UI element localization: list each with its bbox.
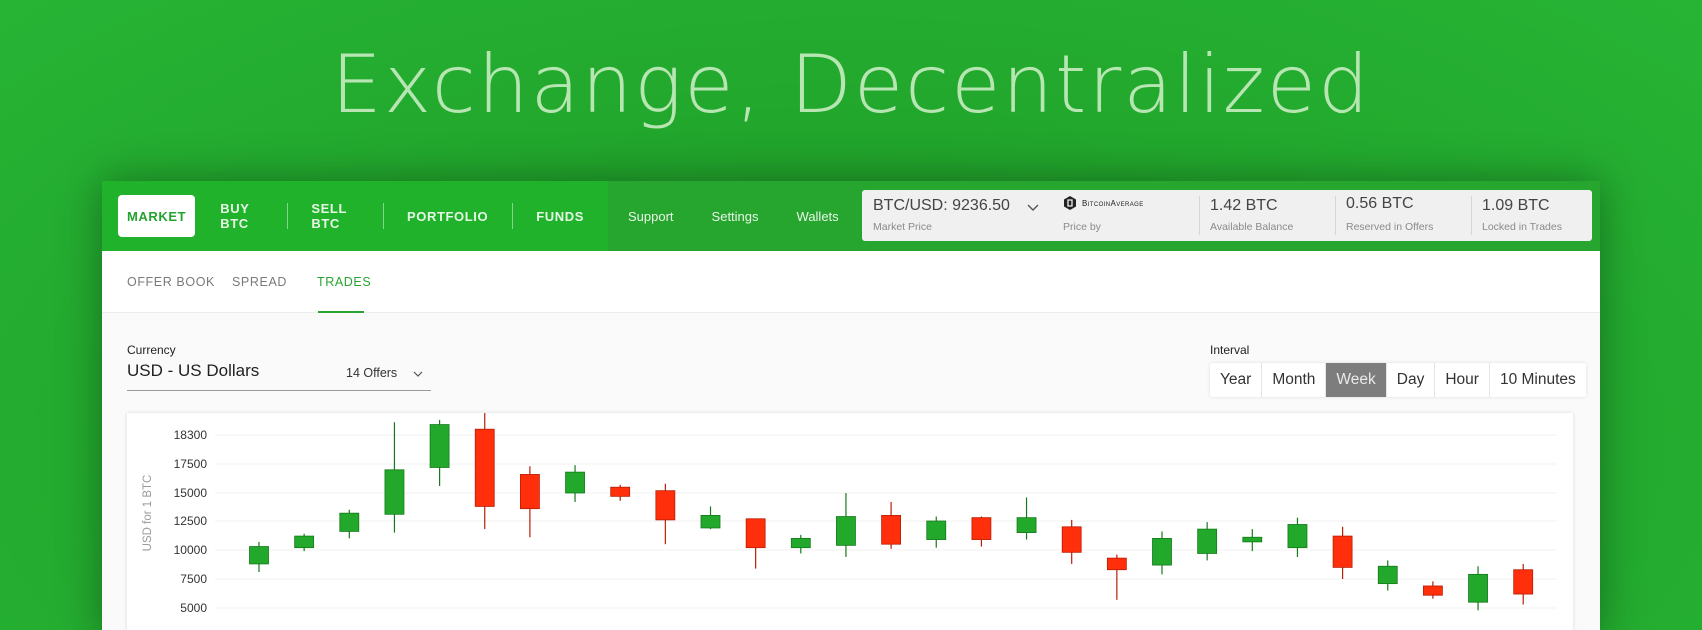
available-balance-label: Available Balance	[1210, 221, 1294, 233]
nav-portfolio-button[interactable]: PORTFOLIO	[382, 195, 512, 237]
offers-count: 14 Offers	[346, 366, 398, 380]
candle-body	[1513, 569, 1534, 595]
interval-year-button[interactable]: Year	[1210, 363, 1263, 397]
chevron-down-icon	[413, 371, 423, 377]
candle-body	[1377, 565, 1398, 585]
bitcoinaverage-icon	[1064, 196, 1076, 210]
interval-hour-button[interactable]: Hour	[1435, 363, 1490, 397]
candle-body	[1197, 528, 1218, 554]
chevron-down-icon	[1027, 204, 1039, 211]
price-by-label: Price by	[1063, 221, 1101, 233]
settings-link[interactable]: Settings	[711, 208, 759, 224]
interval-selector: Year Month Week Day Hour 10 Minutes	[1210, 363, 1586, 397]
candle-body	[519, 474, 540, 510]
y-tick-label: 17500	[174, 457, 208, 471]
interval-month-button[interactable]: Month	[1262, 363, 1327, 397]
candle-body	[249, 546, 269, 565]
currency-select[interactable]: USD - US Dollars 14 Offers	[127, 359, 431, 391]
market-tabs: OFFER BOOK SPREAD TRADES	[102, 251, 1600, 313]
price-source: BitcoinAverage Price by	[1063, 190, 1193, 241]
nav-sell-btc-button[interactable]: SELL BTC	[287, 195, 383, 237]
nav-buy-btc-button[interactable]: BUY BTC	[220, 201, 250, 231]
secondary-nav: Support Settings Wallets	[628, 181, 877, 251]
market-price-value: BTC/USD: 9236.50	[873, 197, 1010, 214]
candle-body	[1106, 557, 1127, 571]
candle-body	[339, 512, 360, 532]
reserved-balance-value: 0.56 BTC	[1346, 195, 1414, 212]
candle-body	[1423, 585, 1443, 596]
nav-market-button[interactable]: MARKET	[118, 195, 196, 237]
candle-body	[926, 520, 947, 540]
candle-body	[610, 486, 631, 497]
interval-10-minutes-button[interactable]: 10 Minutes	[1499, 371, 1576, 388]
y-tick-label: 12500	[174, 514, 208, 528]
nav-funds-button[interactable]: FUNDS	[512, 195, 608, 237]
locked-balance-label: Locked in Trades	[1482, 221, 1562, 233]
divider	[1199, 196, 1200, 235]
interval-label: Interval	[1210, 343, 1250, 357]
y-tick-label: 10000	[174, 543, 208, 557]
candle-body	[1287, 524, 1308, 549]
candle-body	[836, 516, 856, 546]
tab-offer-book[interactable]: OFFER BOOK	[127, 275, 215, 289]
app-window: MARKET BUY BTC SELL BTC PORTFOLIO FUNDS …	[102, 181, 1600, 630]
reserved-balance: 0.56 BTC Reserved in Offers	[1346, 190, 1466, 241]
currency-label: Currency	[127, 343, 176, 357]
candle-body	[1242, 536, 1263, 543]
interval-day-button[interactable]: Day	[1387, 363, 1436, 397]
balance-stats-panel: BTC/USD: 9236.50 Market Price BitcoinAve…	[862, 190, 1592, 241]
y-tick-label: 15000	[174, 486, 208, 500]
bitcoinaverage-logo: BitcoinAverage	[1063, 195, 1144, 211]
locked-balance: 1.09 BTC Locked in Trades	[1482, 190, 1587, 241]
divider	[1335, 196, 1336, 235]
candle-body	[1061, 526, 1082, 553]
candle-body	[1468, 573, 1488, 603]
trades-chart: 18300 17500 15000 12500 10000 7500 5000 USD for…	[127, 413, 1573, 630]
hero-title: Exchange, Decentralized	[331, 38, 1371, 131]
candle-body	[655, 490, 676, 521]
candle-body	[745, 518, 766, 549]
top-nav-bar: MARKET BUY BTC SELL BTC PORTFOLIO FUNDS …	[102, 181, 1600, 251]
candle-body	[474, 428, 495, 507]
wallets-link[interactable]: Wallets	[796, 208, 839, 224]
y-tick-label: 5000	[180, 601, 207, 615]
locked-balance-value: 1.09 BTC	[1482, 197, 1550, 214]
candle-body	[971, 517, 992, 540]
y-axis-label: USD for 1 BTC	[142, 475, 154, 552]
y-tick-label: 18300	[174, 428, 208, 442]
candle-body	[1016, 517, 1037, 533]
candle-body	[565, 471, 585, 494]
market-price-selector[interactable]: BTC/USD: 9236.50 Market Price	[873, 190, 1053, 241]
reserved-balance-label: Reserved in Offers	[1346, 221, 1434, 233]
bitcoinaverage-wordmark: BitcoinAverage	[1082, 198, 1144, 208]
tab-spread[interactable]: SPREAD	[232, 275, 288, 289]
candlestick-chart: 18300 17500 15000 12500 10000 7500 5000 USD for…	[142, 413, 1557, 615]
available-balance: 1.42 BTC Available Balance	[1210, 190, 1330, 241]
currency-value: USD - US Dollars	[127, 361, 260, 380]
candle-body	[790, 538, 811, 549]
interval-week-button[interactable]: Week	[1326, 363, 1387, 397]
active-tab-indicator	[318, 311, 364, 313]
candle-body	[1152, 538, 1172, 566]
candle-body	[429, 424, 450, 468]
candle-body	[881, 515, 901, 545]
available-balance-value: 1.42 BTC	[1210, 197, 1278, 214]
candle-body	[384, 469, 405, 515]
divider	[1471, 196, 1472, 235]
support-link[interactable]: Support	[628, 208, 674, 224]
y-tick-label: 7500	[180, 572, 207, 586]
market-price-label: Market Price	[873, 221, 932, 233]
main-nav: MARKET BUY BTC SELL BTC PORTFOLIO FUNDS	[102, 181, 608, 251]
tab-trades[interactable]: TRADES	[317, 275, 372, 289]
candle-body	[700, 515, 721, 529]
candle-body	[294, 535, 315, 549]
candle-body	[1332, 535, 1353, 568]
